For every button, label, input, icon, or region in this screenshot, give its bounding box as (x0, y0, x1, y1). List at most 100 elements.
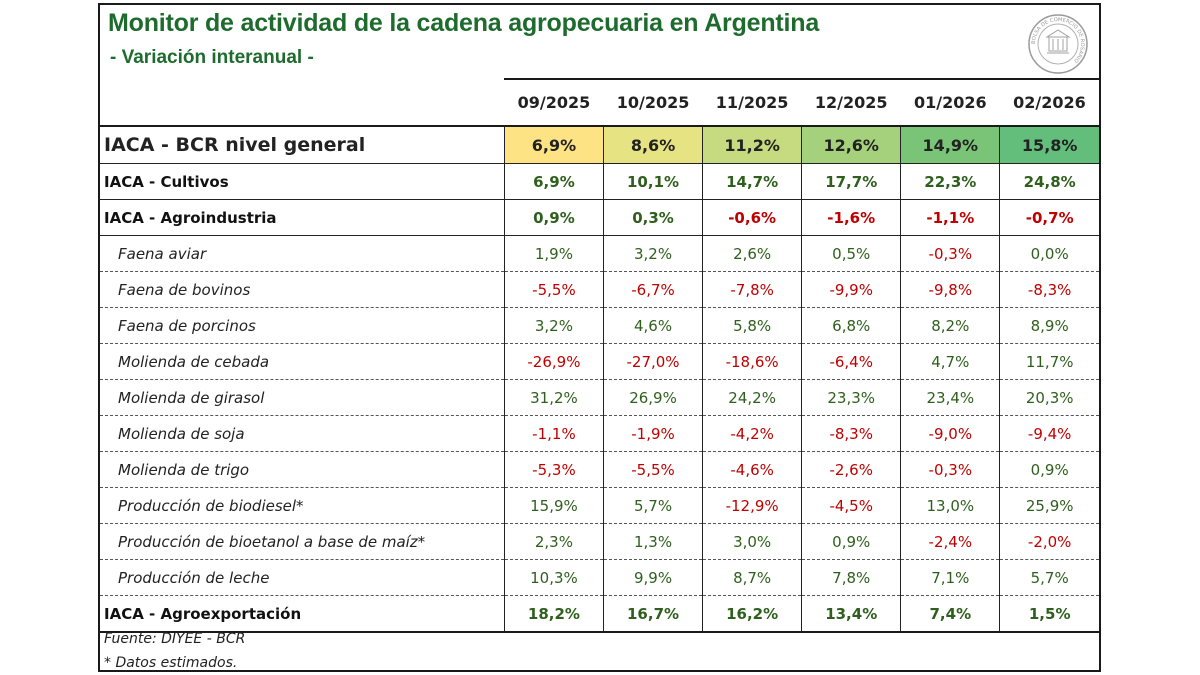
value-cell: 17,7% (801, 163, 901, 200)
page-title: Monitor de actividad de la cadena agrope… (108, 9, 820, 37)
table-row-main: IACA - Agroexportación 18,2% 16,7% 16,2% 13,… (100, 595, 1099, 633)
value-cell: 4,6% (602, 307, 703, 344)
value-cell: 2,3% (503, 523, 604, 560)
value-cell: 10,3% (503, 559, 604, 596)
table-row-sub: Molienda de trigo -5,3% -5,5% -4,6% -2,6% -0,… (100, 451, 1099, 488)
value-cell: 16,2% (702, 595, 802, 633)
value-cell: 1,5% (999, 595, 1099, 633)
table-row-sub: Molienda de cebada -26,9% -27,0% -18,6% -6,4… (100, 343, 1099, 380)
value-cell: 24,2% (702, 379, 802, 416)
row-label: Faena de porcinos (100, 307, 505, 344)
value-cell: 20,3% (999, 379, 1099, 416)
value-cell: -1,1% (503, 415, 604, 452)
column-header: 12/2025 (801, 78, 901, 127)
value-cell: -6,4% (801, 343, 901, 380)
table-row-main: IACA - Cultivos 6,9% 10,1% 14,7% 17,7% 22,3% 2… (100, 163, 1099, 200)
value-cell: 18,2% (503, 595, 604, 633)
value-cell: 4,7% (900, 343, 1000, 380)
value-cell: -0,3% (900, 451, 1000, 488)
value-cell: 15,9% (503, 487, 604, 524)
value-cell: -8,3% (999, 271, 1099, 308)
value-cell: -8,3% (801, 415, 901, 452)
table-header-row: 09/2025 10/2025 11/2025 12/2025 01/2026 … (100, 78, 1099, 127)
value-cell: -4,6% (702, 451, 802, 488)
value-cell: 9,9% (602, 559, 703, 596)
value-cell: -1,6% (801, 199, 901, 236)
value-cell: 0,9% (503, 199, 604, 236)
table-row-sub: Producción de biodiesel* 15,9% 5,7% -12,9% -… (100, 487, 1099, 524)
table-row-main: IACA - Agroindustria 0,9% 0,3% -0,6% -1,6% -1… (100, 199, 1099, 236)
value-cell: -6,7% (602, 271, 703, 308)
value-cell: 6,8% (801, 307, 901, 344)
value-cell: 23,3% (801, 379, 901, 416)
value-cell: -18,6% (702, 343, 802, 380)
value-cell: 13,4% (801, 595, 901, 633)
row-label: Faena de bovinos (100, 271, 505, 308)
value-cell: 8,7% (702, 559, 802, 596)
general-row: IACA - BCR nivel general 6,9% 8,6% 11,2%… (100, 126, 1099, 164)
value-cell: 11,2% (702, 126, 802, 164)
value-cell: 23,4% (900, 379, 1000, 416)
value-cell: -5,5% (602, 451, 703, 488)
report-frame: Monitor de actividad de la cadena agrope… (98, 3, 1101, 672)
value-cell: -12,9% (702, 487, 802, 524)
source-note: Fuente: DIYEE - BCR (104, 631, 246, 647)
value-cell: -9,9% (801, 271, 901, 308)
row-label: IACA - Cultivos (100, 163, 505, 200)
value-cell: -0,7% (999, 199, 1099, 236)
value-cell: 14,9% (900, 126, 1000, 164)
value-cell: 8,6% (602, 126, 703, 164)
value-cell: 7,8% (801, 559, 901, 596)
table-row-sub: Faena de bovinos -5,5% -6,7% -7,8% -9,9% -9,8… (100, 271, 1099, 308)
value-cell: 3,2% (602, 235, 703, 272)
value-cell: -2,6% (801, 451, 901, 488)
iaca-table: 09/2025 10/2025 11/2025 12/2025 01/2026 … (100, 78, 1099, 633)
bcr-seal-logo: BOLSA DE COMERCIO DE ROSARIO (1028, 14, 1088, 74)
table-row-sub: Molienda de girasol 31,2% 26,9% 24,2% 23,3% 2… (100, 379, 1099, 416)
row-label: IACA - BCR nivel general (100, 126, 505, 164)
value-cell: 7,1% (900, 559, 1000, 596)
row-label: Producción de bioetanol a base de maíz* (100, 523, 505, 560)
value-cell: 15,8% (999, 126, 1099, 164)
value-cell: -1,9% (602, 415, 703, 452)
row-label: Producción de biodiesel* (100, 487, 505, 524)
value-cell: -2,4% (900, 523, 1000, 560)
value-cell: -5,5% (503, 271, 604, 308)
page-subtitle: - Variación interanual - (110, 47, 314, 68)
value-cell: 22,3% (900, 163, 1000, 200)
table-row-sub: Molienda de soja -1,1% -1,9% -4,2% -8,3% -9,0… (100, 415, 1099, 452)
row-label: Producción de leche (100, 559, 505, 596)
value-cell: 6,9% (503, 126, 604, 164)
table-row-sub: Faena aviar 1,9% 3,2% 2,6% 0,5% -0,3% 0,0% (100, 235, 1099, 272)
value-cell: 0,9% (999, 451, 1099, 488)
row-label: Molienda de cebada (100, 343, 505, 380)
value-cell: -0,6% (702, 199, 802, 236)
value-cell: 5,7% (602, 487, 703, 524)
column-header: 02/2026 (999, 78, 1099, 127)
value-cell: -4,2% (702, 415, 802, 452)
value-cell: 16,7% (602, 595, 703, 633)
value-cell: 3,2% (503, 307, 604, 344)
value-cell: 8,2% (900, 307, 1000, 344)
value-cell: 24,8% (999, 163, 1099, 200)
column-header: 11/2025 (702, 78, 802, 127)
value-cell: -5,3% (503, 451, 604, 488)
value-cell: 8,9% (999, 307, 1099, 344)
value-cell: 14,7% (702, 163, 802, 200)
value-cell: 11,7% (999, 343, 1099, 380)
value-cell: -27,0% (602, 343, 703, 380)
value-cell: 0,0% (999, 235, 1099, 272)
value-cell: 25,9% (999, 487, 1099, 524)
value-cell: 12,6% (801, 126, 901, 164)
value-cell: 3,0% (702, 523, 802, 560)
value-cell: 0,3% (602, 199, 703, 236)
value-cell: 13,0% (900, 487, 1000, 524)
value-cell: -4,5% (801, 487, 901, 524)
row-label: IACA - Agroindustria (100, 199, 505, 236)
value-cell: -1,1% (900, 199, 1000, 236)
value-cell: -9,0% (900, 415, 1000, 452)
column-header: 09/2025 (504, 78, 604, 127)
row-label: Molienda de soja (100, 415, 505, 452)
row-label: Faena aviar (100, 235, 505, 272)
value-cell: -9,8% (900, 271, 1000, 308)
